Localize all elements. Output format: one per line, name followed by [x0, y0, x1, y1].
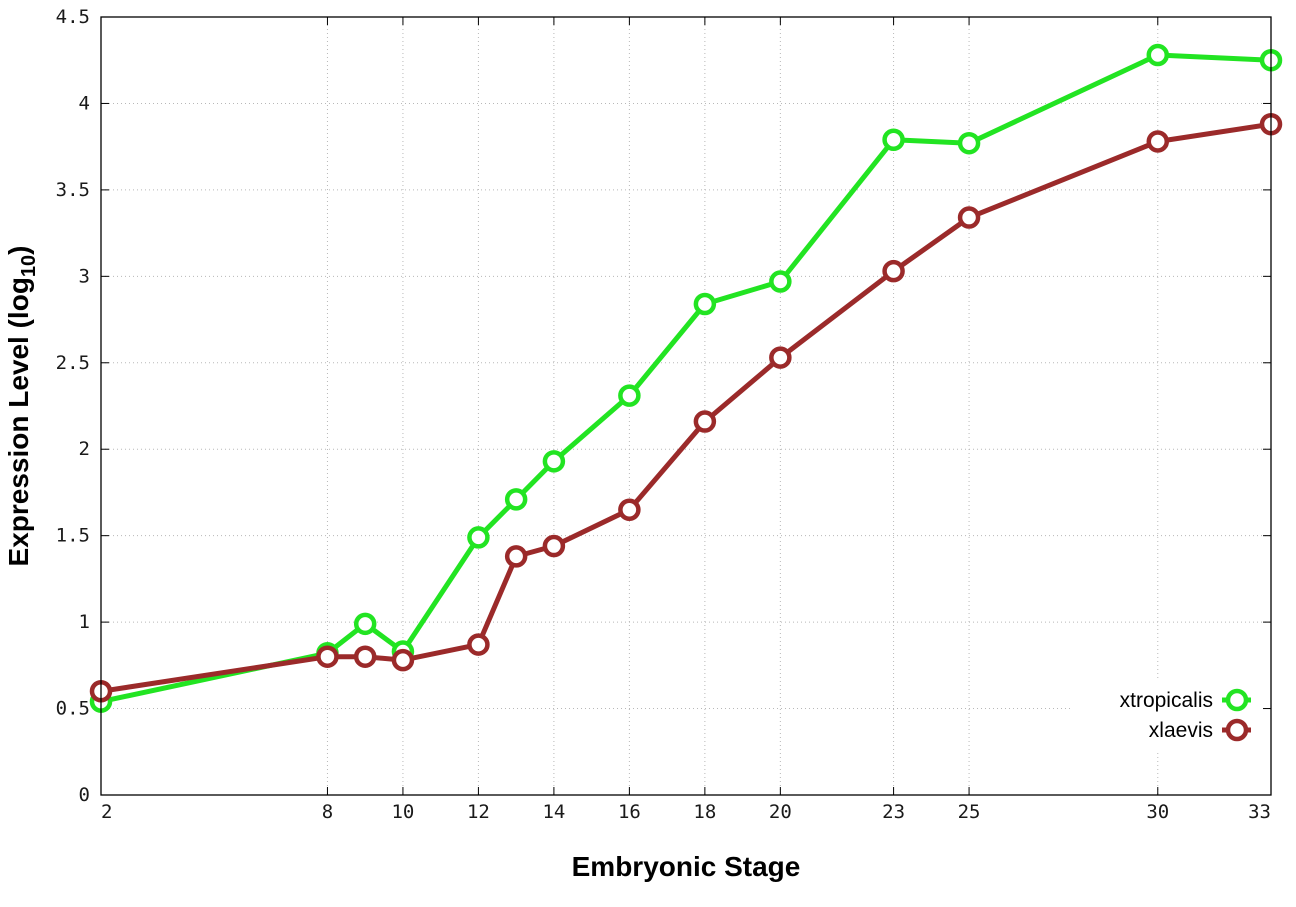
data-point-xlaevis: [693, 410, 717, 433]
data-point-xlaevis: [504, 545, 528, 568]
x-tick-label: 16: [618, 801, 641, 823]
grid-layer: [101, 17, 1271, 795]
tick-layer: [100, 16, 1272, 796]
y-axis-title-main: Expression Level (log: [3, 277, 34, 566]
data-point-xtropicalis: [693, 292, 717, 316]
data-point-xtropicalis: [504, 488, 528, 511]
x-tick-label: 10: [391, 801, 414, 823]
x-tick-labels: 2 8 10 12 14 16 18 20 23 25 30 33: [101, 801, 1271, 823]
data-point-xtropicalis: [769, 270, 792, 293]
y-tick-label: 0.5: [56, 698, 90, 720]
data-point-xtropicalis: [1146, 43, 1170, 67]
x-tick-label: 23: [882, 801, 905, 823]
data-point-xlaevis: [353, 645, 377, 668]
data-point-xtropicalis: [542, 450, 566, 473]
legend-point-swatch: [1225, 688, 1249, 712]
series-xlaevis: [89, 112, 1283, 703]
data-point-xtropicalis: [882, 128, 905, 152]
legend-label: xlaevis: [1149, 719, 1213, 742]
y-tick-label: 4.5: [56, 6, 90, 28]
data-point-xtropicalis: [467, 526, 490, 549]
y-tick-label: 4: [79, 92, 90, 114]
data-point-xtropicalis: [618, 384, 641, 407]
series-layer: [89, 43, 1283, 713]
x-tick-label: 12: [467, 801, 490, 823]
y-tick-label: 0: [79, 784, 90, 806]
y-tick-label: 2: [79, 438, 90, 460]
legend-point-swatch: [1225, 718, 1249, 742]
data-point-xlaevis: [316, 645, 339, 668]
series-line-xtropicalis: [98, 52, 1274, 705]
legend-item-xlaevis: xlaevis: [1149, 718, 1251, 742]
data-point-xlaevis: [542, 534, 566, 558]
series-line-xlaevis: [98, 121, 1274, 694]
y-axis-title-close: ): [3, 246, 34, 255]
y-tick-label: 1: [79, 611, 90, 633]
x-tick-label: 14: [542, 801, 565, 823]
data-point-xlaevis: [882, 259, 905, 283]
legend: xtropicalis xlaevis: [1120, 688, 1251, 742]
y-axis-title-subscript: 10: [18, 255, 40, 277]
data-point-xtropicalis: [957, 131, 981, 155]
x-tick-label: 18: [693, 801, 716, 823]
y-tick-labels: 0 0.5 1 1.5 2 2.5 3 3.5 4 4.5: [56, 6, 90, 806]
y-tick-label: 2.5: [56, 352, 90, 374]
y-tick-label: 3: [79, 265, 90, 287]
y-axis-title: Expression Level (log10): [3, 246, 40, 567]
x-tick-label: 20: [769, 801, 792, 823]
data-point-xlaevis: [391, 648, 415, 672]
plot-frame: [100, 16, 1272, 796]
y-tick-label: 3.5: [56, 179, 90, 201]
data-point-xlaevis: [957, 206, 981, 229]
legend-item-xtropicalis: xtropicalis: [1120, 688, 1251, 712]
x-axis-title: Embryonic Stage: [572, 851, 801, 882]
x-tick-label: 25: [958, 801, 981, 823]
x-tick-label: 8: [322, 801, 333, 823]
data-point-xtropicalis: [353, 612, 377, 636]
x-tick-label: 2: [101, 801, 112, 823]
series-xtropicalis: [89, 43, 1283, 713]
data-point-xlaevis: [1146, 130, 1170, 153]
data-point-xlaevis: [618, 498, 641, 521]
x-tick-label: 33: [1248, 801, 1271, 823]
data-point-xlaevis: [467, 633, 490, 656]
legend-label: xtropicalis: [1120, 689, 1213, 712]
data-point-xlaevis: [769, 346, 792, 369]
x-tick-label: 30: [1146, 801, 1169, 823]
y-tick-label: 1.5: [56, 525, 90, 547]
